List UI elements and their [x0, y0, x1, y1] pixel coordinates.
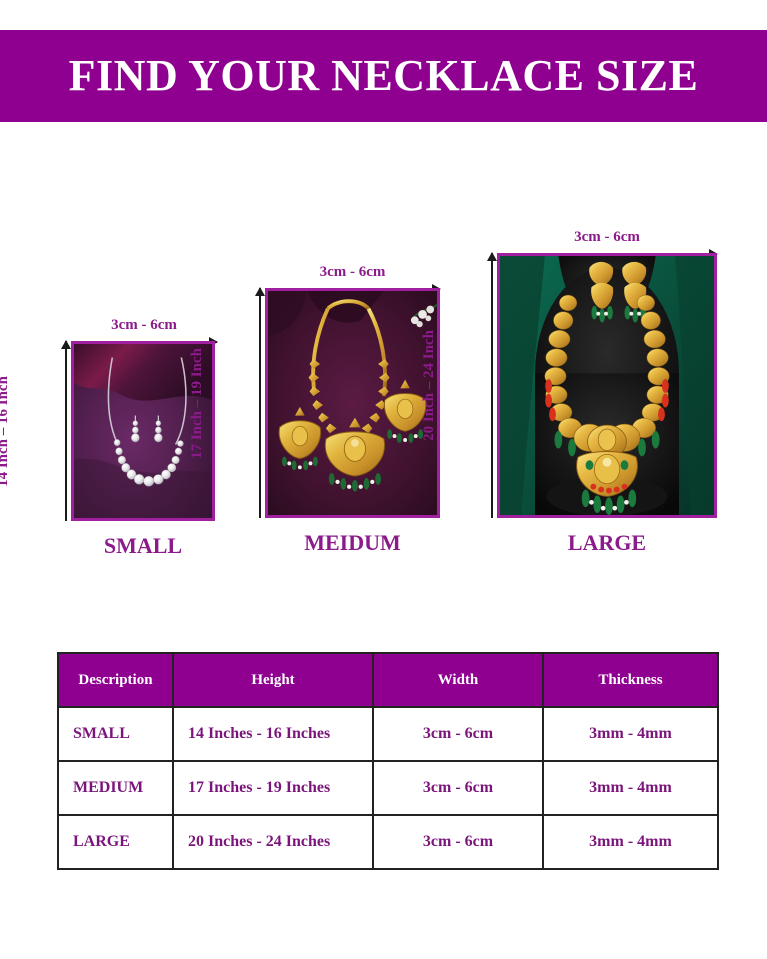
size-spec-table: Description Height Width Thickness SMALL…	[57, 652, 719, 870]
small-necklace-illustration	[74, 344, 212, 518]
size-caption-large: LARGE	[567, 530, 647, 555]
cell-thickness: 3mm - 4mm	[542, 706, 719, 762]
table-row: LARGE 20 Inches - 24 Inches 3cm - 6cm 3m…	[57, 814, 719, 870]
cell-height: 14 Inches - 16 Inches	[172, 706, 374, 762]
table-row: SMALL 14 Inches - 16 Inches 3cm - 6cm 3m…	[57, 706, 719, 762]
cell-description: MEDIUM	[57, 760, 174, 816]
arrow-head-up	[255, 287, 265, 296]
arrow-shaft	[491, 253, 493, 518]
table-header: Description Height Width Thickness	[57, 652, 719, 708]
cell-width: 3cm - 6cm	[372, 814, 544, 870]
header-banner: FIND YOUR NECKLACE SIZE	[0, 30, 767, 122]
arrow-shaft	[65, 341, 67, 521]
arrow-head-up	[61, 340, 71, 349]
size-caption-small: SMALL	[103, 533, 183, 558]
arrow-head-up	[487, 252, 497, 261]
width-measure-label-small: 3cm - 6cm	[111, 317, 177, 333]
width-measure-label-medium: 3cm - 6cm	[319, 264, 386, 280]
cell-height: 20 Inches - 24 Inches	[172, 814, 374, 870]
cell-width: 3cm - 6cm	[372, 706, 544, 762]
height-measure-label-small: 14 Inch – 16 Inch	[0, 375, 12, 487]
height-measure-large: 20 Inch – 24 Inch	[421, 252, 497, 518]
product-showcase: 3cm - 6cm 14 Inch – 16 Inch	[0, 122, 767, 632]
cell-width: 3cm - 6cm	[372, 760, 544, 816]
height-measure-small: 14 Inch – 16 Inch	[0, 340, 71, 521]
column-header-height: Height	[172, 652, 374, 708]
cell-thickness: 3mm - 4mm	[542, 814, 719, 870]
table-header-row: Description Height Width Thickness	[57, 652, 719, 708]
medium-necklace-photo	[265, 288, 440, 518]
table-row: MEDIUM 17 Inches - 19 Inches 3cm - 6cm 3…	[57, 760, 719, 816]
column-header-description: Description	[57, 652, 174, 708]
column-header-thickness: Thickness	[542, 652, 719, 708]
cell-description: SMALL	[57, 706, 174, 762]
cell-height: 17 Inches - 19 Inches	[172, 760, 374, 816]
height-measure-medium: 17 Inch – 19 Inch	[189, 287, 265, 518]
cell-description: LARGE	[57, 814, 174, 870]
table-body: SMALL 14 Inches - 16 Inches 3cm - 6cm 3m…	[57, 706, 719, 870]
large-necklace-photo	[497, 253, 717, 518]
medium-necklace-illustration	[268, 291, 437, 515]
size-caption-medium: MEIDUM	[304, 530, 401, 555]
page-title: FIND YOUR NECKLACE SIZE	[68, 51, 699, 100]
small-necklace-photo	[71, 341, 215, 521]
height-arrow-large	[487, 252, 497, 518]
height-arrow-small	[61, 340, 71, 521]
large-necklace-illustration	[500, 256, 714, 515]
cell-thickness: 3mm - 4mm	[542, 760, 719, 816]
arrow-shaft	[259, 288, 261, 518]
height-arrow-medium	[255, 287, 265, 518]
width-measure-label-large: 3cm - 6cm	[574, 229, 640, 245]
height-measure-label-large: 20 Inch – 24 Inch	[421, 330, 438, 441]
column-header-width: Width	[372, 652, 544, 708]
height-measure-label-medium: 17 Inch – 19 Inch	[189, 347, 206, 459]
